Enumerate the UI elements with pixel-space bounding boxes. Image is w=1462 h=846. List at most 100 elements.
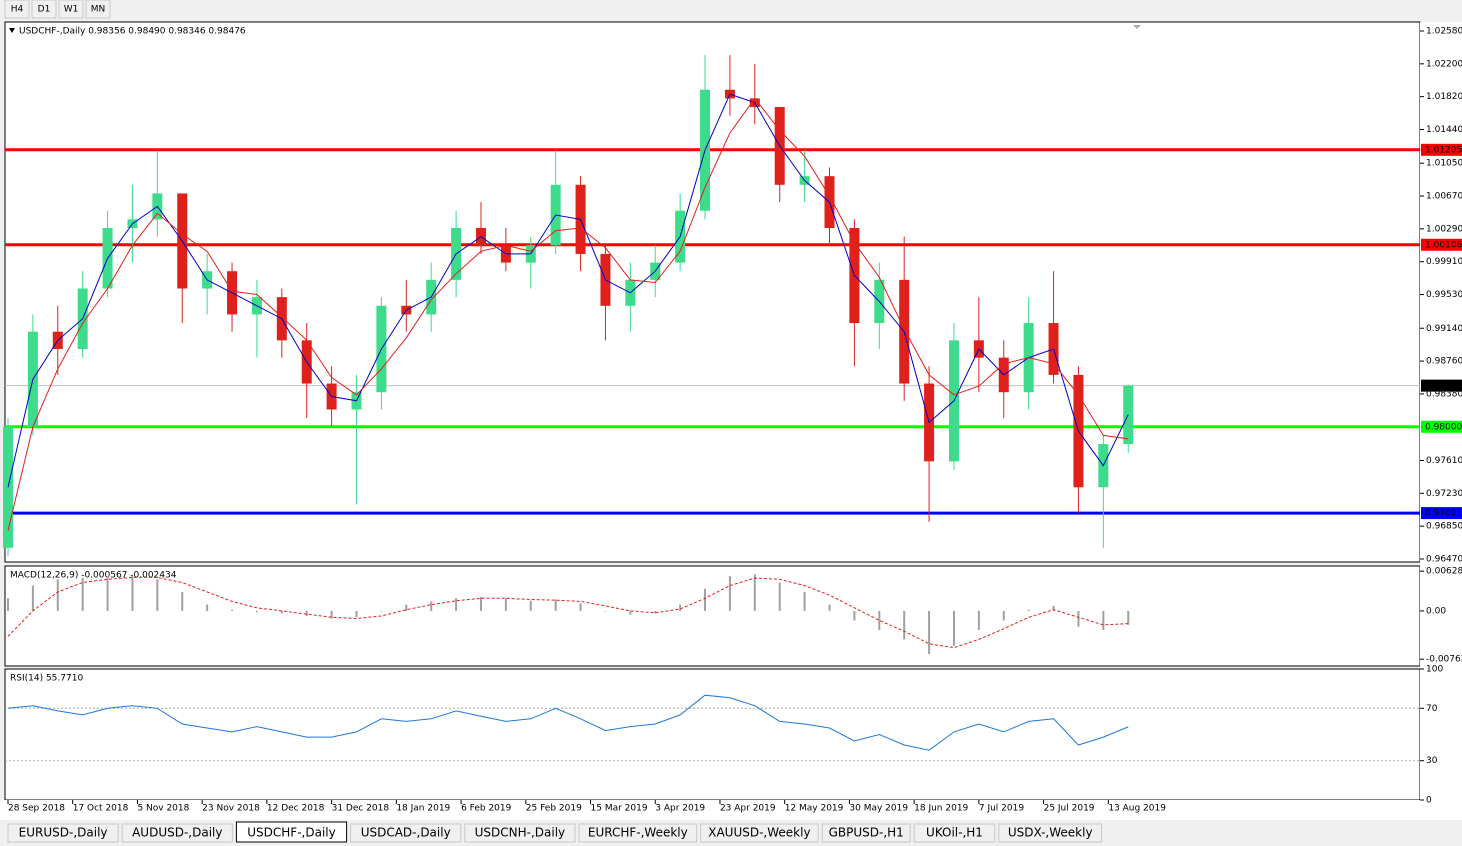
timeframe-label: MN	[91, 5, 106, 15]
x-tick-label: 23 Nov 2018	[202, 804, 260, 814]
macd-histogram-bar	[405, 604, 408, 611]
macd-histogram-bar	[56, 579, 59, 611]
timeframe-button[interactable]: H4	[4, 0, 30, 19]
symbol-tab[interactable]: USDCAD-,Daily	[350, 823, 462, 843]
macd-histogram-bar	[1127, 610, 1130, 625]
symbol-tab[interactable]: UKOil-,H1	[913, 823, 996, 843]
macd-histogram-bar	[529, 600, 532, 611]
symbol-tab[interactable]: USDX-,Weekly	[998, 823, 1103, 843]
x-tick-label: 31 Dec 2018	[332, 804, 390, 814]
macd-histogram-bar	[81, 578, 84, 611]
y-tick-label: 0.97230	[1426, 489, 1462, 499]
time-scale	[0, 800, 1462, 820]
y-tick-label: 70	[1426, 704, 1438, 714]
symbol-tab-bg	[578, 823, 698, 843]
macd-histogram-bar	[977, 610, 980, 630]
current-price-box	[1421, 379, 1462, 392]
symbol-tab[interactable]: AUDUSD-,Daily	[121, 823, 233, 843]
level-price-box	[1421, 420, 1462, 433]
x-tick-label: 12 May 2019	[785, 804, 844, 814]
macd-histogram-bar	[778, 582, 781, 611]
symbol-tab[interactable]: GBPUSD-,H1	[821, 823, 911, 843]
symbol-tab[interactable]: EURCHF-,Weekly	[578, 823, 698, 843]
y-tick-label: 1.00290	[1426, 224, 1462, 234]
symbol-tab-label: AUDUSD-,Daily	[132, 826, 222, 840]
y-tick-label: 1.02200	[1426, 59, 1462, 69]
symbol-tab-label: USDCHF-,Daily	[247, 826, 335, 840]
macd-histogram-bar	[305, 610, 308, 616]
y-tick-label: 1.01050	[1426, 159, 1462, 169]
macd-histogram-bar	[31, 585, 34, 611]
moving-average	[7, 97, 1129, 531]
macd-histogram-bar	[380, 610, 383, 612]
symbol-tab[interactable]: USDCHF-,Daily	[235, 821, 348, 843]
y-tick-label: 0.96850	[1426, 522, 1462, 532]
symbol-tab-label: USDX-,Weekly	[1008, 826, 1093, 840]
macd-histogram-bar	[355, 610, 358, 618]
macd-histogram-bar	[1002, 610, 1005, 621]
macd-histogram-bar	[156, 579, 159, 611]
macd-histogram-bar	[928, 610, 931, 654]
y-tick-label: 100	[1426, 665, 1443, 675]
macd-histogram-bar	[878, 610, 881, 630]
y-tick-label: 0	[1426, 796, 1432, 806]
macd-histogram-bar	[654, 610, 657, 614]
y-tick-label: 0.99140	[1426, 324, 1462, 334]
macd-histogram-bar	[629, 610, 632, 615]
x-tick-label: 3 Apr 2019	[655, 804, 705, 814]
price-scale	[1420, 22, 1462, 800]
panel-title: USDCHF-,Daily 0.98356 0.98490 0.98346 0.…	[19, 27, 246, 37]
x-tick-label: 15 Mar 2019	[591, 804, 648, 814]
macd-histogram-bar	[181, 591, 184, 611]
macd-histogram-bar	[1027, 609, 1030, 611]
y-tick-label: 0.96470	[1426, 554, 1462, 564]
macd-signal	[7, 576, 1129, 649]
y-tick-label: 1.02580	[1426, 26, 1462, 36]
symbol-tab-label: UKOil-,H1	[926, 826, 983, 840]
timeframe-button[interactable]: D1	[31, 0, 57, 19]
symbol-tab[interactable]: USDCNH-,Daily	[464, 823, 576, 843]
y-tick-label: 0.00	[1426, 606, 1446, 616]
price-panel	[4, 21, 1421, 563]
macd-histogram-bar	[579, 603, 582, 611]
symbol-tab[interactable]: EURUSD-,Daily	[7, 823, 119, 843]
symbol-tab[interactable]: XAUUSD-,Weekly	[700, 823, 819, 843]
macd-histogram-bar	[430, 601, 433, 611]
symbol-tab-bg	[913, 823, 996, 843]
symbol-tab-label: EURUSD-,Daily	[19, 826, 108, 840]
x-tick-label: 28 Sep 2018	[8, 804, 65, 814]
macd-histogram-bar	[753, 574, 756, 611]
x-tick-label: 12 Dec 2018	[267, 804, 325, 814]
x-tick-label: 5 Nov 2018	[137, 804, 189, 814]
y-tick-label: 0.006286	[1426, 567, 1462, 577]
y-tick-label: 30	[1426, 756, 1438, 766]
level-price-box	[1421, 238, 1462, 251]
macd-histogram-bar	[554, 599, 557, 611]
y-tick-label: 0.98380	[1426, 389, 1462, 399]
x-tick-label: 6 Feb 2019	[461, 804, 512, 814]
macd-histogram-bar	[1077, 610, 1080, 627]
macd-histogram-bar	[255, 610, 258, 613]
panel-title: RSI(14) 55.7710	[10, 674, 83, 684]
macd-histogram-bar	[479, 597, 482, 611]
symbol-tab-bg	[121, 823, 233, 843]
rsi-panel	[4, 668, 1421, 801]
shift-marker	[1133, 25, 1141, 29]
y-tick-label: 1.00670	[1426, 192, 1462, 202]
macd-histogram-bar	[206, 604, 209, 611]
macd-histogram-bar	[828, 604, 831, 611]
macd-histogram-bar	[679, 604, 682, 611]
symbol-tab-bg	[464, 823, 576, 843]
symbol-tab-bg	[350, 823, 462, 843]
macd-histogram-bar	[106, 576, 109, 611]
macd-histogram-bar	[6, 598, 9, 611]
timeframe-button[interactable]: W1	[58, 0, 84, 19]
x-tick-label: 18 Jun 2019	[914, 804, 968, 814]
symbol-tab-bg	[821, 823, 911, 843]
macd-histogram-bar	[280, 610, 283, 614]
y-tick-label: -0.00762	[1426, 655, 1462, 665]
symbol-tab-bg	[998, 823, 1103, 843]
timeframe-button[interactable]: MN	[85, 0, 111, 19]
macd-histogram-bar	[903, 610, 906, 640]
macd-histogram-bar	[604, 610, 607, 612]
